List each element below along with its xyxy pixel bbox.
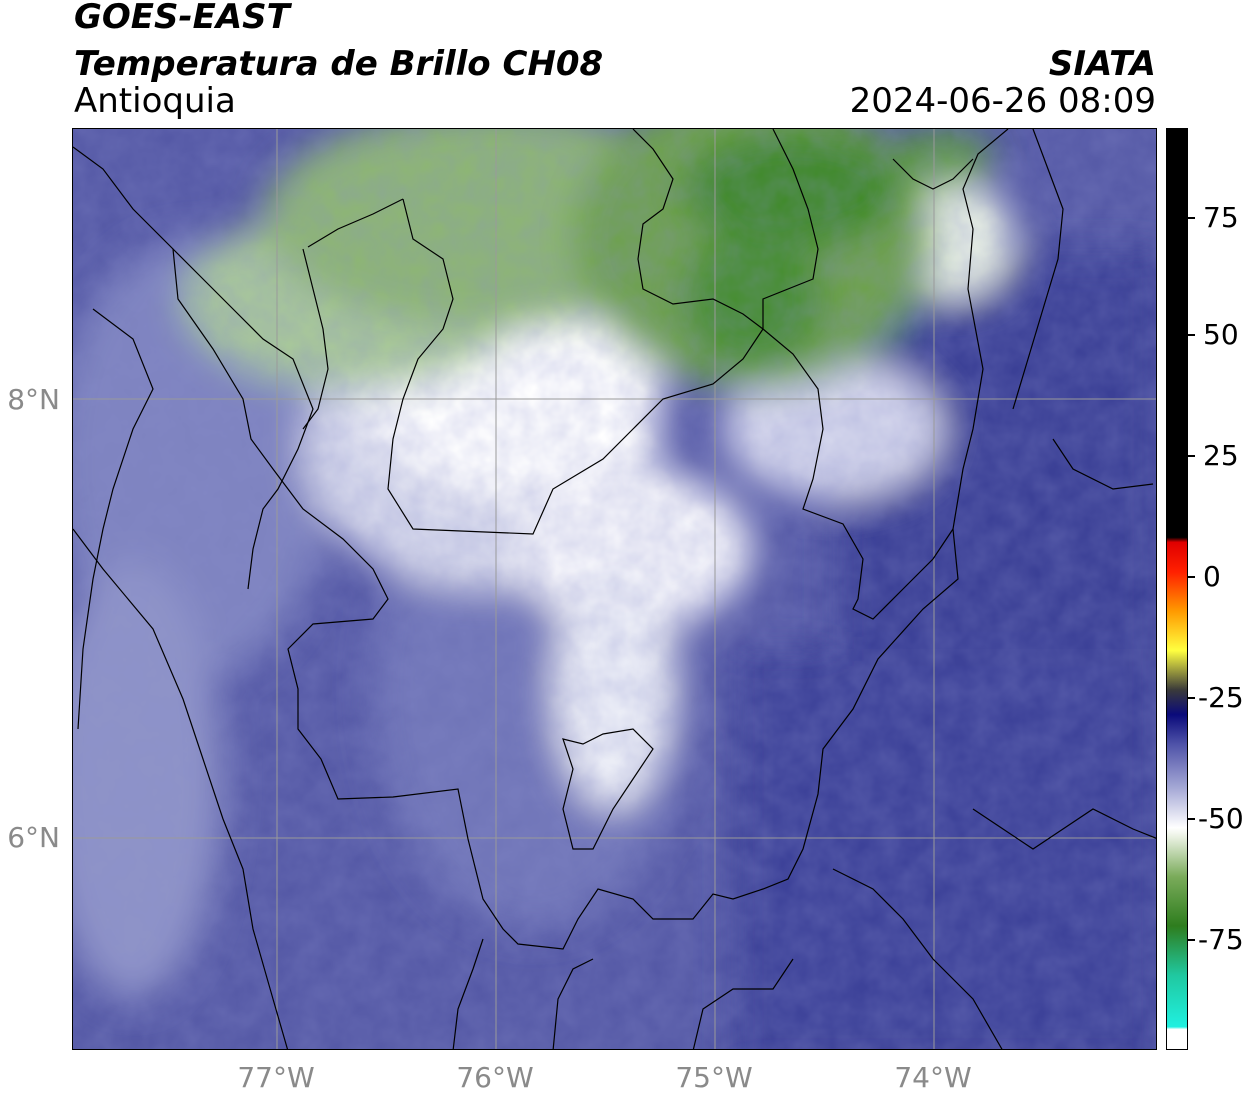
region-label: Antioquia <box>74 81 236 121</box>
lon-label-76w: 76°W <box>456 1061 534 1094</box>
colorbar-label-25: 25 <box>1203 439 1239 472</box>
colorbar-label-m50: -50 <box>1198 802 1244 835</box>
colorbar-label-m75: -75 <box>1198 923 1244 956</box>
colorbar-gradient <box>1167 129 1187 1049</box>
colorbar-tick-75 <box>1188 217 1195 219</box>
colorbar-tick-m25 <box>1188 697 1195 699</box>
lon-label-75w: 75°W <box>675 1061 753 1094</box>
colorbar-tick-50 <box>1188 334 1195 336</box>
colorbar-tick-0 <box>1188 576 1195 578</box>
colorbar-label-0: 0 <box>1203 560 1221 593</box>
colorbar-label-m25: -25 <box>1198 681 1244 714</box>
product-title: Temperatura de Brillo CH08 <box>74 44 604 84</box>
colorbar-tick-m75 <box>1188 939 1195 941</box>
lon-label-74w: 74°W <box>894 1061 972 1094</box>
colorbar <box>1166 128 1188 1050</box>
satellite-title: GOES-EAST <box>74 0 290 37</box>
colorbar-label-75: 75 <box>1203 201 1239 234</box>
datetime-label: 2024-06-26 08:09 <box>849 81 1156 121</box>
map-canvas <box>73 129 1156 1049</box>
grid-lines <box>73 129 1156 1049</box>
admin-borders <box>73 129 1156 1049</box>
organization-label: SIATA <box>1048 44 1156 84</box>
colorbar-tick-m50 <box>1188 818 1195 820</box>
colorbar-label-50: 50 <box>1203 318 1239 351</box>
colorbar-tick-25 <box>1188 455 1195 457</box>
lat-label-6n: 6°N <box>7 821 60 854</box>
lat-label-8n: 8°N <box>7 383 60 416</box>
satellite-map[interactable] <box>72 128 1157 1050</box>
lon-label-77w: 77°W <box>237 1061 315 1094</box>
